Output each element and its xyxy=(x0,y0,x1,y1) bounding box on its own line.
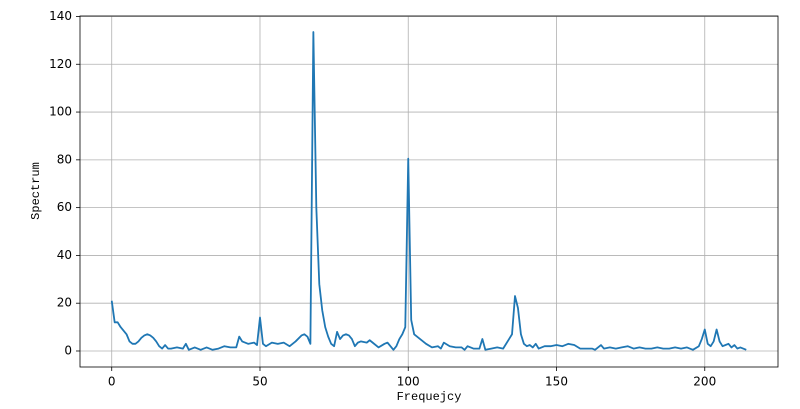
plot-frame xyxy=(79,15,779,368)
x-tick-label: 150 xyxy=(545,375,568,389)
x-axis-label: Frequejcy xyxy=(397,390,462,404)
x-tick-label: 200 xyxy=(693,375,716,389)
y-tick-label: 100 xyxy=(49,105,72,119)
y-tick-label: 120 xyxy=(49,57,72,71)
x-tick-label: 100 xyxy=(397,375,420,389)
x-tick-label: 0 xyxy=(108,375,116,389)
y-axis-label: Spectrum xyxy=(29,162,43,220)
spectrum-line xyxy=(110,31,747,351)
y-tick-label: 20 xyxy=(57,296,72,310)
y-tick-label: 40 xyxy=(57,248,72,262)
x-tick-label: 50 xyxy=(252,375,267,389)
y-tick-label: 140 xyxy=(49,9,72,23)
y-tick-label: 0 xyxy=(64,343,72,357)
y-tick-label: 60 xyxy=(57,200,72,214)
y-tick-label: 80 xyxy=(57,152,72,166)
